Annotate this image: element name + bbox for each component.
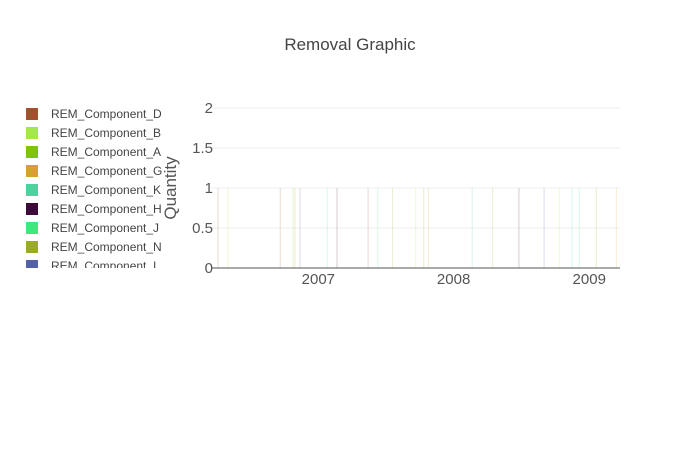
- legend-label: REM_Component_G: [51, 163, 163, 178]
- legend-item[interactable]: REM_Component_B: [24, 123, 161, 142]
- legend-item[interactable]: REM_Component_G: [24, 161, 162, 180]
- legend-label: REM_Component_J: [51, 220, 160, 235]
- bar: [427, 188, 430, 268]
- legend-swatch: [26, 221, 38, 234]
- y-tick-labels: 0 0.5 1 1.5 2: [192, 100, 213, 277]
- x-tick-label: 2007: [302, 271, 335, 288]
- bar: [558, 188, 560, 268]
- legend-label: REM_Component_I: [51, 258, 157, 269]
- legend: REM_Component_D REM_Component_B REM_Compon…: [24, 104, 184, 268]
- bar: [294, 188, 296, 268]
- bar: [227, 188, 229, 268]
- y-tick-label: 0.5: [192, 220, 213, 237]
- y-tick-label: 0: [205, 260, 213, 277]
- legend-swatch: [26, 126, 38, 139]
- legend-item[interactable]: REM_Component_A: [24, 142, 161, 161]
- legend-label: REM_Component_H: [51, 201, 162, 216]
- legend-item[interactable]: REM_Component_D: [24, 104, 162, 123]
- legend-item[interactable]: REM_Component_H: [24, 199, 162, 218]
- bar: [292, 188, 294, 268]
- legend-swatch: [26, 183, 38, 196]
- y-axis-label: Quantity: [161, 156, 180, 220]
- chart-title: Removal Graphic: [284, 35, 416, 54]
- x-tick-label: 2009: [573, 271, 606, 288]
- bar: [377, 188, 379, 268]
- bar: [595, 188, 597, 268]
- bar: [336, 188, 338, 268]
- bar: [492, 188, 494, 268]
- bar: [578, 188, 580, 268]
- bar: [571, 188, 573, 268]
- bar: [414, 188, 417, 268]
- y-tick-label: 2: [205, 100, 213, 117]
- bar: [367, 188, 369, 268]
- legend-swatch: [26, 240, 38, 253]
- legend-swatch: [26, 107, 38, 120]
- legend-item[interactable]: REM_Component_N: [24, 237, 162, 256]
- bar: [217, 188, 219, 268]
- legend-swatch: [26, 164, 38, 177]
- legend-item[interactable]: REM_Component_I: [24, 256, 156, 268]
- legend-label: REM_Component_D: [51, 106, 162, 121]
- bar: [423, 188, 425, 268]
- legend-label: REM_Component_N: [51, 239, 162, 254]
- bar: [543, 188, 545, 268]
- y-tick-label: 1.5: [192, 140, 213, 157]
- gridlines: [212, 107, 620, 229]
- legend-label: REM_Component_A: [51, 144, 162, 159]
- legend-label: REM_Component_B: [51, 125, 162, 140]
- bar: [299, 188, 301, 268]
- bars: [217, 188, 617, 268]
- y-tick-label: 1: [205, 180, 213, 197]
- legend-item[interactable]: REM_Component_J: [24, 218, 159, 237]
- x-tick-labels: 2007 2008 2009: [302, 271, 606, 288]
- bar: [326, 188, 328, 268]
- bar: [279, 188, 281, 268]
- legend-swatch: [26, 202, 38, 215]
- legend-label: REM_Component_K: [51, 182, 162, 197]
- legend-swatch: [26, 145, 38, 158]
- bar: [471, 188, 473, 268]
- bar: [518, 188, 520, 268]
- bar: [615, 188, 617, 268]
- x-tick-label: 2008: [437, 271, 470, 288]
- legend-item[interactable]: REM_Component_K: [24, 180, 161, 199]
- legend-swatch: [26, 259, 38, 268]
- bar: [391, 188, 394, 268]
